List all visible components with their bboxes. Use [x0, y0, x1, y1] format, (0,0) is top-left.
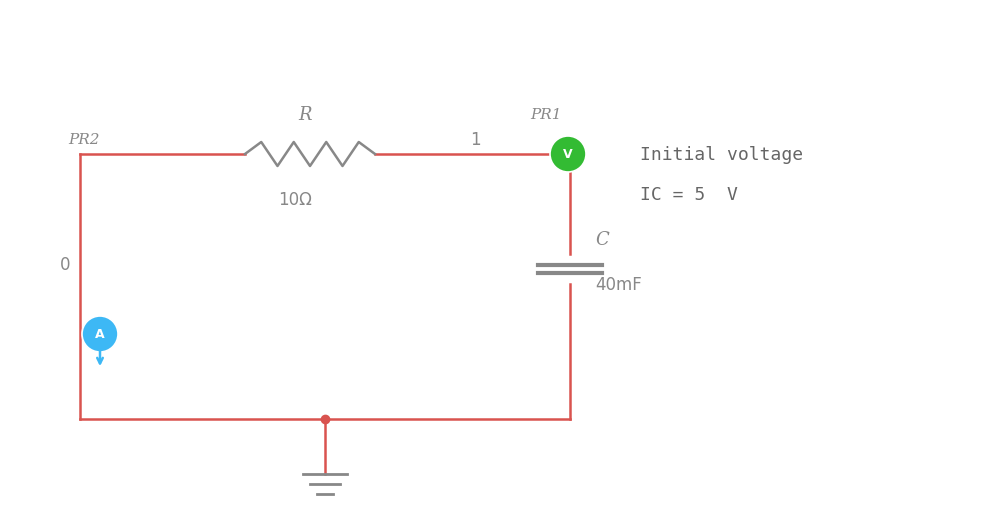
Text: PR2: PR2	[68, 133, 100, 147]
Text: IC = 5  V: IC = 5 V	[640, 186, 738, 204]
Circle shape	[550, 137, 586, 173]
Text: V: V	[563, 148, 573, 161]
Text: R: R	[299, 106, 312, 124]
Text: C: C	[595, 231, 609, 248]
Text: PR1: PR1	[530, 108, 562, 122]
Text: 10Ω: 10Ω	[278, 191, 312, 209]
Text: Initial voltage: Initial voltage	[640, 146, 803, 164]
Text: A: A	[95, 328, 105, 341]
Text: 1: 1	[470, 131, 481, 149]
Text: 0: 0	[59, 256, 70, 273]
Circle shape	[82, 317, 118, 352]
Text: 40mF: 40mF	[595, 275, 642, 293]
